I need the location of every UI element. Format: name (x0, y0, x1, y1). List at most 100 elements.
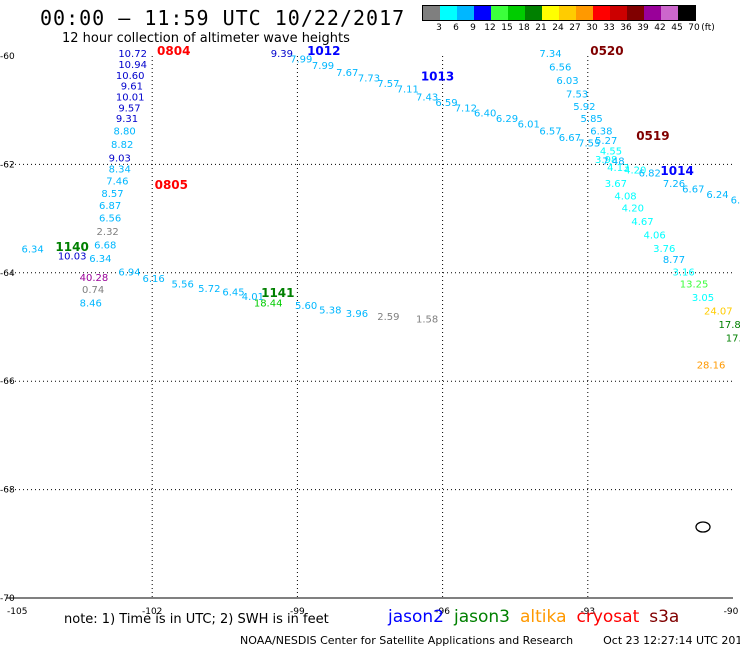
wave-height-value: 5.60 (295, 301, 317, 312)
wave-height-value: 0.74 (82, 285, 104, 296)
wave-height-value: 5.92 (573, 102, 595, 113)
pass-time-labels: 0804080511401141101210131014052005190511… (55, 44, 693, 300)
wave-height-value: 5.85 (581, 114, 603, 125)
wave-height-value: 6.82 (639, 168, 661, 179)
wave-height-value: 7.99 (290, 55, 312, 66)
wave-height-value: 3.16 (673, 268, 695, 279)
lat-tick-label: -60 (0, 52, 15, 62)
legend-unit: (ft) (701, 23, 715, 33)
island-outline (695, 521, 711, 533)
lat-tick-label: -68 (0, 486, 15, 496)
legend-label: 36 (620, 23, 632, 33)
legend-label: 18 (518, 23, 530, 33)
credit-line: NOAA/NESDIS Center for Satellite Applica… (240, 634, 740, 647)
wave-height-value: 7.67 (336, 68, 358, 79)
satellite-s3a: s3a (649, 607, 680, 627)
wave-height-value: 6.57 (539, 127, 561, 138)
map-title: 00:00 – 11:59 UTC 10/22/2017 (40, 6, 406, 30)
legend-swatch (542, 6, 559, 20)
lon-tick-label: -99 (290, 607, 305, 617)
wave-height-value: 3.96 (346, 309, 368, 320)
wave-height-value: 9.61 (121, 82, 143, 93)
satellite-cryosat: cryosat (576, 607, 640, 627)
legend-swatches (422, 5, 696, 21)
legend-label: 6 (453, 23, 459, 33)
wave-height-value: 2.32 (97, 227, 119, 238)
wave-height-value: 6.40 (474, 109, 496, 120)
wave-height-value: 9.31 (116, 114, 138, 125)
wave-height-value: 7.99 (312, 61, 334, 72)
wave-height-value: 7.48 (602, 156, 624, 167)
wave-height-value: 6.68 (94, 240, 116, 251)
legend-swatch (593, 6, 610, 20)
wave-height-value: 40.28 (80, 273, 109, 284)
wave-height-value: 1.58 (416, 315, 438, 326)
legend-label: 42 (654, 23, 666, 33)
pass-time-label: 1014 (660, 164, 693, 178)
wave-height-value: 7.73 (358, 73, 380, 84)
wave-height-value: 6.56 (99, 213, 121, 224)
legend-label: 45 (671, 23, 683, 33)
pass-time-label: 1141 (261, 286, 294, 300)
wave-height-value: 6.45 (222, 288, 244, 299)
legend-label: 21 (535, 23, 547, 33)
legend-label: 39 (637, 23, 649, 33)
pass-time-label: 0520 (590, 44, 623, 58)
lon-tick-label: -105 (7, 607, 27, 617)
wave-height-value: 13.25 (680, 279, 709, 290)
wave-height-value: 24.07 (704, 307, 733, 318)
satellite-jason3: jason3 (454, 607, 510, 627)
wave-height-value: 4.13 (607, 163, 629, 174)
legend-label: 30 (586, 23, 598, 33)
wave-height-value: 6.22 (731, 195, 740, 206)
wave-height-value: 6.56 (549, 63, 571, 74)
wave-height-value: 4.20 (622, 204, 644, 215)
wave-height-value: 6.29 (496, 114, 518, 125)
wave-height-value: 7.46 (106, 176, 128, 187)
legend-swatch (678, 6, 695, 20)
wave-height-value: 9.03 (109, 154, 131, 165)
wave-height-value: 8.82 (111, 140, 133, 151)
wave-height-value: 18.44 (254, 298, 283, 309)
wave-height-value: 6.87 (99, 201, 121, 212)
pass-time-label: 0519 (636, 129, 669, 143)
wave-height-value: 5.38 (319, 305, 341, 316)
wave-height-value: 6.01 (518, 120, 540, 131)
legend-label: 27 (569, 23, 581, 33)
generated-timestamp: Oct 23 12:27:14 UTC 2017 (603, 634, 740, 647)
legend-swatch (491, 6, 508, 20)
wave-height-value: 6.67 (559, 133, 581, 144)
legend-label: 24 (552, 23, 564, 33)
wave-height-value: 8.34 (109, 165, 131, 176)
satellite-altika: altika (520, 607, 567, 627)
legend-swatch (644, 6, 661, 20)
wave-height-value: 6.94 (118, 268, 140, 279)
credit-text: NOAA/NESDIS Center for Satellite Applica… (240, 634, 574, 647)
legend-label: 3 (436, 23, 442, 33)
wave-height-value: 10.03 (58, 251, 87, 262)
legend-swatch (508, 6, 525, 20)
lat-tick-label: -66 (0, 377, 15, 387)
wave-height-value: 7.53 (566, 90, 588, 101)
wave-height-value: 6.16 (143, 274, 165, 285)
wave-height-value: 9.57 (118, 103, 140, 114)
legend-label: 33 (603, 23, 615, 33)
legend-swatch (457, 6, 474, 20)
wave-height-value: 4.55 (600, 147, 622, 158)
legend-swatch (627, 6, 644, 20)
legend-label: 12 (484, 23, 496, 33)
map-grid (7, 56, 733, 599)
wave-height-value: 4.01 (242, 292, 264, 303)
wave-height-value: 4.20 (624, 166, 646, 177)
wave-height-value: 7.26 (663, 179, 685, 190)
color-legend: 3 6 9 12 15 18 21 24 27 30 33 36 39 42 45 70 (ft) (422, 5, 715, 35)
wave-height-value: 6.34 (89, 254, 111, 265)
satellite-jason2: jason2 (388, 607, 444, 627)
pass-time-label: 0804 (157, 44, 190, 58)
footnote: note: 1) Time is in UTC; 2) SWH is in fe… (64, 612, 329, 627)
legend-label: 9 (470, 23, 476, 33)
wave-height-value: 3.98 (595, 155, 617, 166)
wave-height-value: 6.67 (682, 185, 704, 196)
lat-tick-label: -64 (0, 269, 15, 279)
